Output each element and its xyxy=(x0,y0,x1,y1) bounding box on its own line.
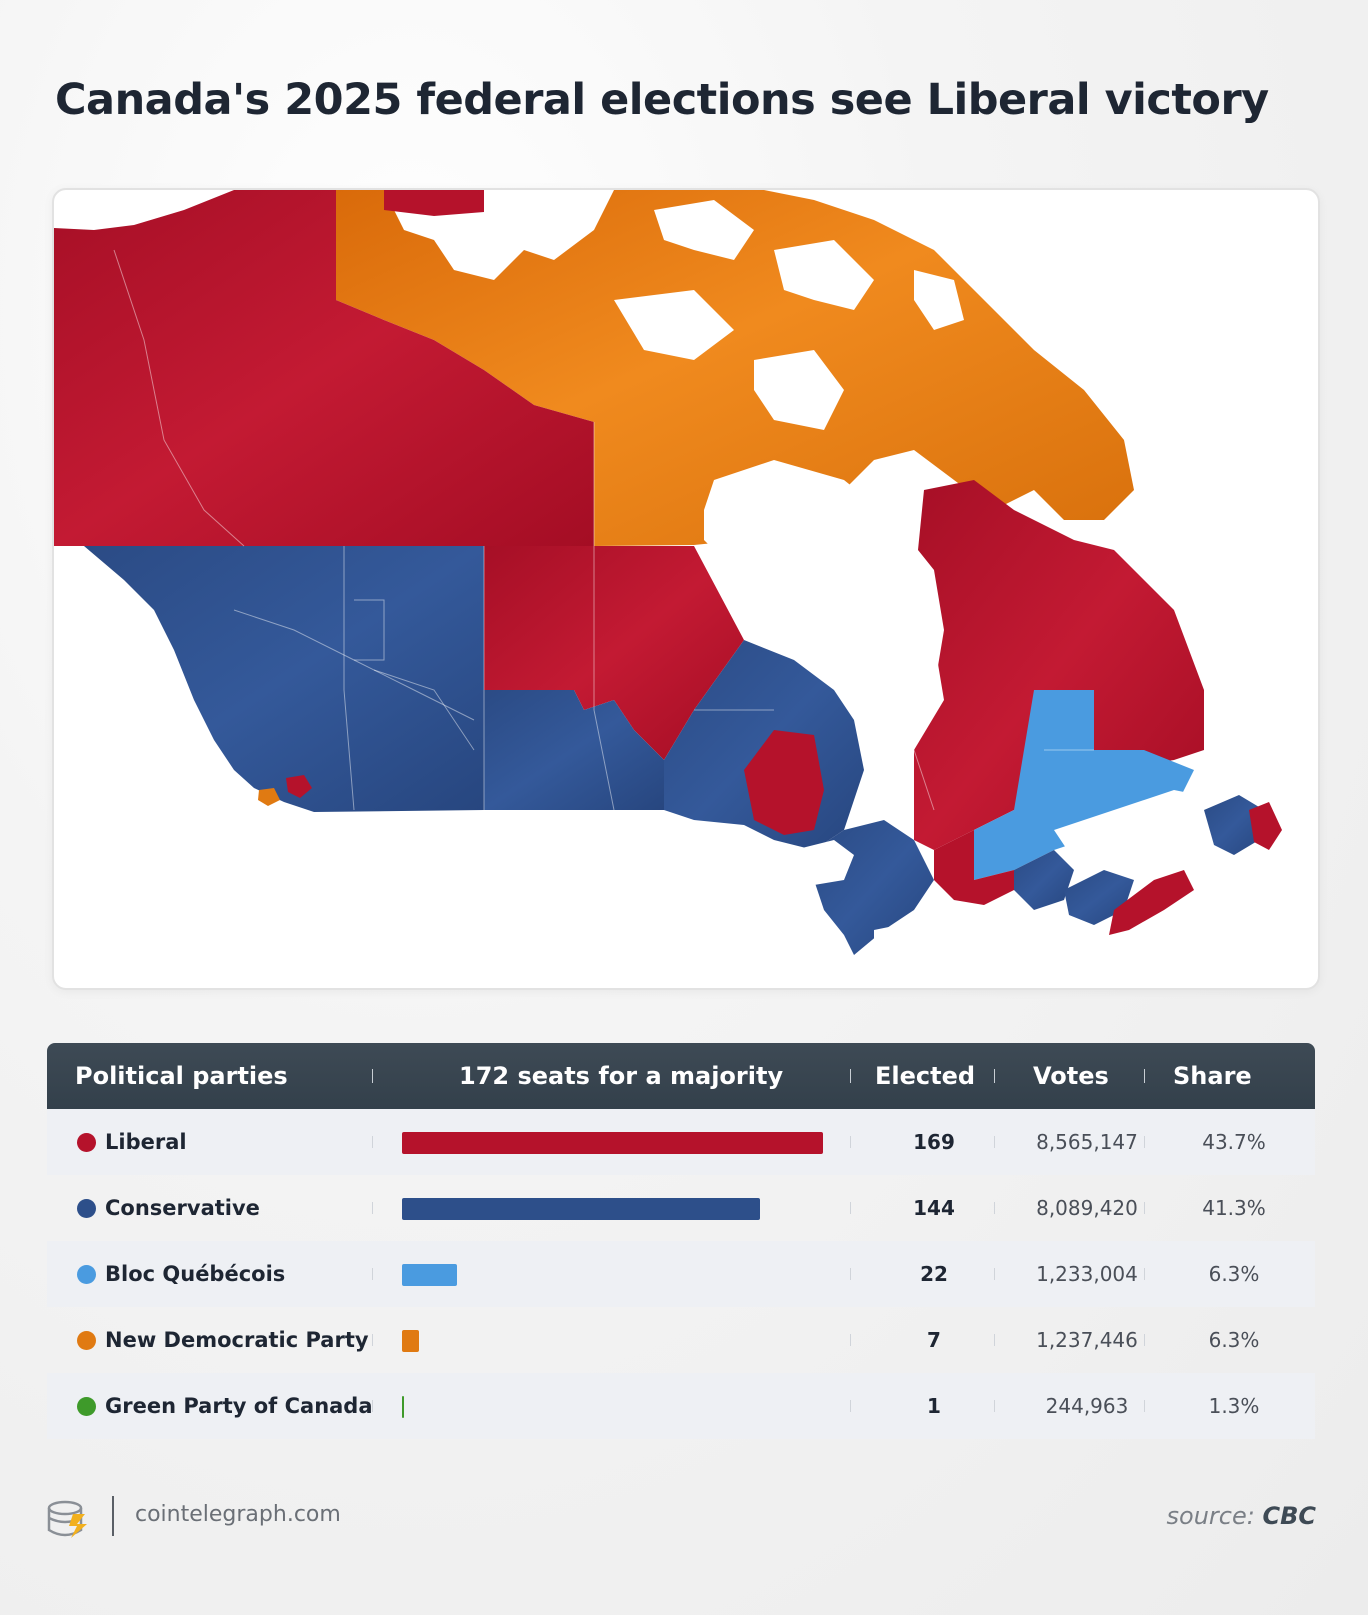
canada-map-svg xyxy=(54,190,1282,955)
seat-bar xyxy=(402,1198,761,1220)
party-color-dot xyxy=(77,1133,96,1152)
header-elected: Elected xyxy=(875,1062,976,1090)
table-row: Bloc Québécois 22 1,233,004 6.3% xyxy=(47,1241,1315,1307)
party-name: Green Party of Canada xyxy=(105,1394,373,1418)
row-separator xyxy=(994,1334,995,1346)
region-bc-liberal xyxy=(286,775,312,798)
elected-count: 7 xyxy=(927,1328,941,1352)
vote-count: 1,233,004 xyxy=(1036,1262,1138,1286)
source-name: CBC xyxy=(1262,1502,1316,1530)
party-color-dot xyxy=(77,1397,96,1416)
row-separator xyxy=(1144,1202,1145,1214)
row-separator xyxy=(372,1268,373,1280)
page-title: Canada's 2025 federal elections see Libe… xyxy=(55,75,1269,125)
region-quebec-south-liberal xyxy=(934,830,1014,905)
seat-bar xyxy=(402,1132,823,1154)
row-separator xyxy=(994,1268,995,1280)
region-quebec-bloc xyxy=(974,690,1194,880)
header-separator xyxy=(850,1069,851,1083)
cointelegraph-logo-icon xyxy=(47,1500,91,1544)
header-separator xyxy=(372,1069,373,1083)
region-northern-liberal xyxy=(384,190,484,216)
party-color-dot xyxy=(77,1199,96,1218)
row-separator xyxy=(1144,1268,1145,1280)
row-separator xyxy=(850,1334,851,1346)
vote-share: 6.3% xyxy=(1208,1262,1260,1286)
header-votes: Votes xyxy=(1033,1062,1109,1090)
party-name: New Democratic Party xyxy=(105,1328,369,1352)
row-separator xyxy=(1144,1334,1145,1346)
region-ontario-liberal xyxy=(744,730,824,835)
seat-bar xyxy=(402,1264,457,1286)
hudson-bay xyxy=(704,460,944,760)
row-separator xyxy=(372,1334,373,1346)
footer-divider xyxy=(112,1496,114,1536)
party-color-dot xyxy=(77,1265,96,1284)
elected-count: 144 xyxy=(913,1196,955,1220)
row-separator xyxy=(850,1136,851,1148)
results-table: Political parties 172 seats for a majori… xyxy=(47,1043,1315,1439)
header-share: Share xyxy=(1173,1062,1252,1090)
region-newfoundland-liberal xyxy=(1249,802,1282,850)
vote-share: 43.7% xyxy=(1202,1130,1266,1154)
party-name: Bloc Québécois xyxy=(105,1262,286,1286)
table-row: Conservative 144 8,089,420 41.3% xyxy=(47,1175,1315,1241)
region-manitoba-south xyxy=(484,690,664,810)
footer-source: source: CBC xyxy=(1167,1502,1316,1530)
row-separator xyxy=(372,1400,373,1412)
seat-bar xyxy=(402,1330,420,1352)
table-row: New Democratic Party 7 1,237,446 6.3% xyxy=(47,1307,1315,1373)
table-row: Green Party of Canada 1 244,963 1.3% xyxy=(47,1373,1315,1439)
riding-borders xyxy=(113,249,1094,811)
party-name: Conservative xyxy=(105,1196,260,1220)
row-separator xyxy=(994,1136,995,1148)
row-separator xyxy=(1144,1400,1145,1412)
vote-share: 6.3% xyxy=(1208,1328,1260,1352)
party-name: Liberal xyxy=(105,1130,187,1154)
footer-site-link[interactable]: cointelegraph.com xyxy=(135,1502,341,1527)
james-bay xyxy=(874,730,909,785)
region-west-conservative xyxy=(84,546,484,812)
elected-count: 169 xyxy=(913,1130,955,1154)
table-row: Liberal 169 8,565,147 43.7% xyxy=(47,1109,1315,1175)
great-lakes xyxy=(794,840,909,955)
region-manitoba xyxy=(484,546,744,760)
region-nova-scotia xyxy=(1109,870,1194,935)
table-header: Political parties 172 seats for a majori… xyxy=(47,1043,1315,1109)
row-separator xyxy=(1144,1136,1145,1148)
region-quebec-south-conservative xyxy=(1014,850,1074,910)
vote-count: 8,565,147 xyxy=(1036,1130,1138,1154)
table-body: Liberal 169 8,565,147 43.7% Conservative 144 8… xyxy=(47,1109,1315,1439)
vote-count: 244,963 xyxy=(1045,1394,1129,1418)
party-color-dot xyxy=(77,1331,96,1350)
header-majority: 172 seats for a majority xyxy=(459,1062,784,1090)
nunavut-water xyxy=(384,190,964,430)
vote-share: 1.3% xyxy=(1208,1394,1260,1418)
row-separator xyxy=(994,1400,995,1412)
row-separator xyxy=(994,1202,995,1214)
vote-count: 1,237,446 xyxy=(1036,1328,1138,1352)
elected-count: 22 xyxy=(920,1262,948,1286)
row-separator xyxy=(850,1202,851,1214)
region-bc-ndp xyxy=(258,788,280,806)
row-separator xyxy=(372,1136,373,1148)
vote-share: 41.3% xyxy=(1202,1196,1266,1220)
elected-count: 1 xyxy=(927,1394,941,1418)
row-separator xyxy=(850,1400,851,1412)
header-parties: Political parties xyxy=(75,1062,288,1090)
gulf-st-lawrence xyxy=(1054,790,1234,860)
header-separator xyxy=(1144,1069,1145,1083)
source-prefix: source: xyxy=(1166,1502,1255,1530)
election-map xyxy=(52,188,1320,990)
row-separator xyxy=(372,1202,373,1214)
vote-count: 8,089,420 xyxy=(1036,1196,1138,1220)
row-separator xyxy=(850,1268,851,1280)
header-separator xyxy=(994,1069,995,1083)
seat-bar xyxy=(402,1396,405,1418)
region-yukon-nwt xyxy=(54,190,594,546)
